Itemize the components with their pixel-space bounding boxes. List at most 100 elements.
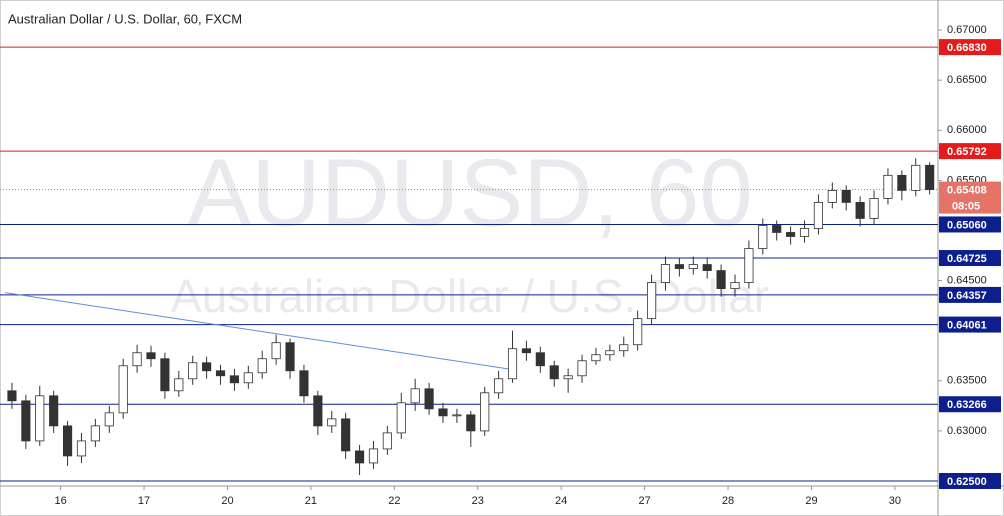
trend-line: [4, 292, 514, 371]
candle-body: [730, 282, 740, 289]
x-tick-label: 27: [638, 495, 650, 507]
level-label-box: [939, 286, 1001, 303]
y-tick-label: 0.64500: [947, 274, 987, 286]
candle-body: [744, 248, 754, 283]
level-label-box: [939, 472, 1001, 489]
candle-body: [577, 360, 587, 377]
x-tick-label: 16: [54, 495, 66, 507]
candle-body: [883, 174, 893, 199]
y-tick-label: 0.63000: [947, 425, 987, 437]
candle-body: [299, 370, 309, 397]
candle-body: [869, 198, 879, 219]
level-label: 0.63266: [947, 399, 987, 411]
candle-body: [605, 350, 615, 356]
candle-body: [285, 342, 295, 372]
candle-body: [160, 358, 170, 392]
candle-body: [62, 425, 73, 457]
level-label: 0.62500: [947, 476, 987, 488]
y-tick-label: 0.63500: [947, 375, 987, 387]
candle-body: [35, 395, 45, 442]
candle-body: [229, 375, 239, 384]
level-label: 0.64725: [947, 253, 987, 265]
candle-body: [438, 408, 448, 417]
candle-body: [118, 365, 128, 414]
candle-body: [104, 412, 114, 427]
level-label: 0.64357: [947, 290, 987, 302]
candle-body: [132, 352, 142, 367]
level-label-box: [939, 250, 1001, 267]
x-tick-label: 22: [388, 495, 400, 507]
x-tick-label: 21: [305, 495, 317, 507]
x-tick-label: 29: [805, 495, 817, 507]
candle-body: [480, 392, 490, 432]
countdown-label: 08:05: [952, 200, 980, 212]
candle-body: [549, 365, 559, 380]
level-label: 0.66830: [947, 42, 987, 54]
candle-body: [174, 378, 184, 392]
candle-body: [215, 370, 226, 377]
candle-body: [799, 228, 810, 237]
candle-body: [827, 189, 837, 203]
y-tick-label: 0.66500: [947, 74, 987, 86]
level-label: 0.64061: [947, 319, 987, 331]
candle-body: [911, 164, 921, 191]
candle-body: [202, 362, 212, 372]
y-tick-label: 0.67000: [947, 24, 987, 36]
candle-body: [813, 202, 823, 229]
candle-body: [786, 232, 796, 237]
candle-body: [341, 418, 351, 452]
candle-body: [188, 362, 198, 380]
candle-body: [410, 388, 420, 404]
level-label-box: [939, 216, 1001, 233]
candle-body: [424, 388, 434, 410]
candle-body: [382, 432, 392, 450]
candle-body: [563, 375, 573, 380]
level-label: 0.65060: [947, 219, 987, 231]
candle-body: [396, 402, 406, 434]
level-label-box: [939, 396, 1001, 413]
candle-body: [702, 264, 712, 271]
candle-body: [257, 358, 267, 374]
candle-body: [591, 354, 601, 362]
candle-body: [897, 174, 907, 191]
candle-body: [688, 264, 698, 269]
candle-body: [466, 414, 476, 432]
candle-body: [660, 264, 671, 283]
candle-body: [633, 318, 643, 346]
candle-body: [619, 344, 629, 352]
level-label-box: [939, 39, 1001, 56]
candle-body: [21, 400, 31, 442]
level-label-box: [939, 316, 1001, 333]
watermark: AUDUSD, 60: [187, 139, 753, 246]
candle-body: [716, 270, 726, 289]
candle-body: [674, 264, 684, 269]
candle-body: [146, 352, 156, 360]
last-price-label: 0.65408: [947, 184, 987, 196]
candle-body: [368, 448, 379, 464]
x-tick-label: 23: [472, 495, 484, 507]
watermark-subtitle: Australian Dollar / U.S. Dollar: [171, 270, 769, 322]
candle-body: [758, 225, 768, 249]
candle-body: [452, 414, 462, 417]
level-label-box: [939, 143, 1001, 160]
x-tick-label: 28: [722, 495, 734, 507]
candle-body: [521, 348, 531, 354]
candle-body: [841, 189, 851, 203]
candle-body: [772, 225, 782, 233]
candle-body: [535, 352, 545, 367]
candle-body: [7, 390, 17, 402]
candle-body: [76, 440, 87, 457]
candle-body: [271, 342, 281, 360]
candle-body: [354, 450, 365, 464]
y-tick-label: 0.66000: [947, 124, 987, 136]
candle-body: [494, 378, 504, 394]
x-tick-label: 24: [555, 495, 567, 507]
candle-body: [925, 164, 935, 190]
last-price-box: [939, 181, 1001, 214]
x-tick-label: 17: [138, 495, 150, 507]
candle-body: [855, 202, 865, 219]
candle-body: [313, 395, 323, 427]
candle-body: [90, 425, 100, 442]
x-tick-label: 30: [889, 495, 901, 507]
